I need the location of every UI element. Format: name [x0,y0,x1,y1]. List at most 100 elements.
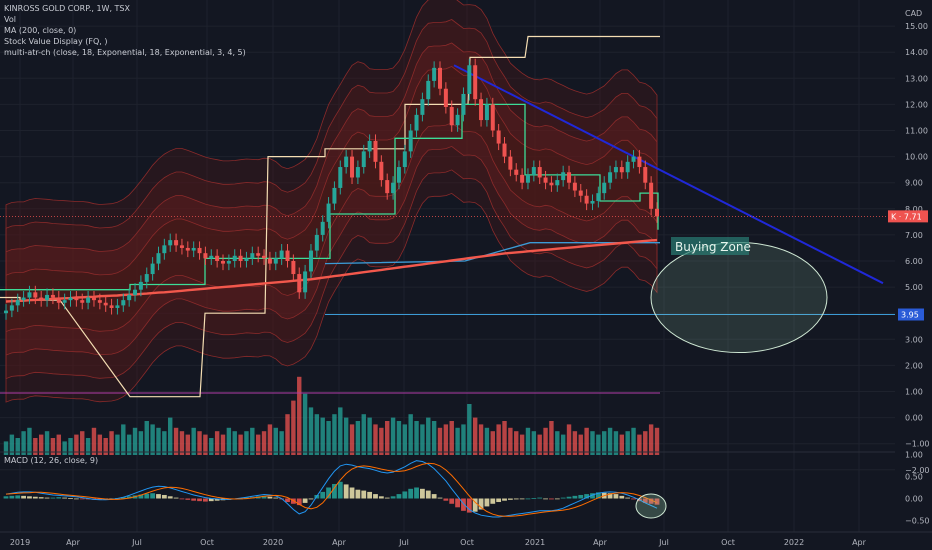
candle-body [121,300,126,306]
candle-body [267,258,272,264]
volume-bar [3,441,9,455]
macd-histogram-bar [613,494,619,499]
volume-bar [97,434,103,455]
ma200-line [5,238,658,303]
macd-histogram-bar [349,487,355,499]
macd-histogram-bar [261,495,267,499]
candle-body [209,255,214,259]
macd-histogram-bar [554,498,560,500]
candle-body [590,200,595,204]
volume-bar [9,434,15,455]
volume-bar [537,434,542,455]
volume-bar [578,434,583,455]
candle-body [496,130,501,144]
macd-histogram-bar [437,497,443,499]
macd-histogram-bar [308,498,314,500]
x-axis: 2019 Apr Jul Oct 2020 Apr Jul Oct 2021 Apr Jul Oct 2… [10,538,867,547]
volume-bar [566,424,572,455]
candle-body [138,281,143,290]
candle-body [502,143,507,157]
volume-bar [326,421,331,455]
volume-bar [431,421,437,455]
volume-bar [226,427,232,455]
volume-bar [121,424,126,455]
candle-body [396,167,401,183]
volume-bar [385,421,390,455]
candle-body [74,297,79,301]
indicator-stock-value: Stock Value Display (FQ, ) [4,37,108,46]
volume-bar [449,421,454,455]
y-tick-label: 3.00 [905,335,923,344]
candle-body [215,255,220,261]
candle-body [80,300,85,303]
volume-bar [519,434,525,455]
macd-histogram-bar [15,495,21,499]
volume-bar [414,421,419,455]
volume-bar [197,431,202,455]
candle-body [221,261,225,264]
volume-bar [302,393,308,455]
volume-bar [168,417,173,455]
x-tick-label: Oct [200,538,214,547]
y-tick-label: 8.00 [905,205,923,214]
volume-bar [56,434,61,455]
candle-body [455,114,460,126]
candle-body [91,297,96,301]
candle-body [373,140,378,162]
y-tick-label: −2.00 [905,466,930,475]
candle-body [250,253,255,259]
volume-bar [478,424,484,455]
candle-body [525,174,530,183]
macd-histogram-bar [208,498,214,502]
candle-body [596,193,601,201]
macd-histogram-bar [584,494,590,499]
candle-body [68,297,73,301]
candle-body [461,93,466,115]
signal-line [5,462,658,517]
candle-body [197,247,202,254]
y-tick-label: 0.00 [905,414,923,423]
volume-bar [631,427,636,455]
macd-histogram-bar [478,498,484,510]
macd-histogram-bar [273,497,279,499]
candle-body [408,130,413,152]
macd-histogram-bar [519,498,525,500]
volume-bar [273,427,278,455]
candle-body [273,258,278,264]
candle-body [484,104,489,121]
macd-histogram-bar [449,498,455,504]
macd-histogram-bar [343,484,349,499]
volume-bar [373,424,378,455]
y-tick-label: 15.00 [905,22,928,31]
volume-bar [531,431,537,455]
indicator-ma: MA (200, close, 0) [4,26,77,35]
macd-histogram-bar [68,498,73,499]
macd-histogram-bar [285,498,290,503]
support-price-tag-text: 3.95 [901,311,919,320]
macd-histogram-bar [513,498,519,500]
macd-histogram-bar [455,498,460,508]
candle-body [479,99,484,121]
macd-histogram-bar [461,498,466,511]
volume-bar [291,400,296,455]
macd-histogram-bar [27,496,32,499]
macd-histogram-bar [126,496,132,499]
volume-bar [15,438,20,455]
candle-body [344,156,349,168]
volume-bar [390,417,396,455]
x-tick-label: 2019 [10,538,30,547]
macd-histogram-bar [631,498,636,500]
volume-bar [502,421,507,455]
macd-histogram-bar [144,493,150,499]
candle-body [625,161,630,173]
candle-body [33,292,38,298]
volume-bar [572,431,578,455]
macd-histogram-bar [138,494,144,499]
candle-body [537,167,542,178]
volume-bars [3,376,660,455]
macd-histogram-bar [466,498,472,513]
macd-histogram-bar [402,491,408,499]
candle-body [531,167,536,175]
volume-bar [332,414,337,455]
volume-bar [355,421,361,455]
